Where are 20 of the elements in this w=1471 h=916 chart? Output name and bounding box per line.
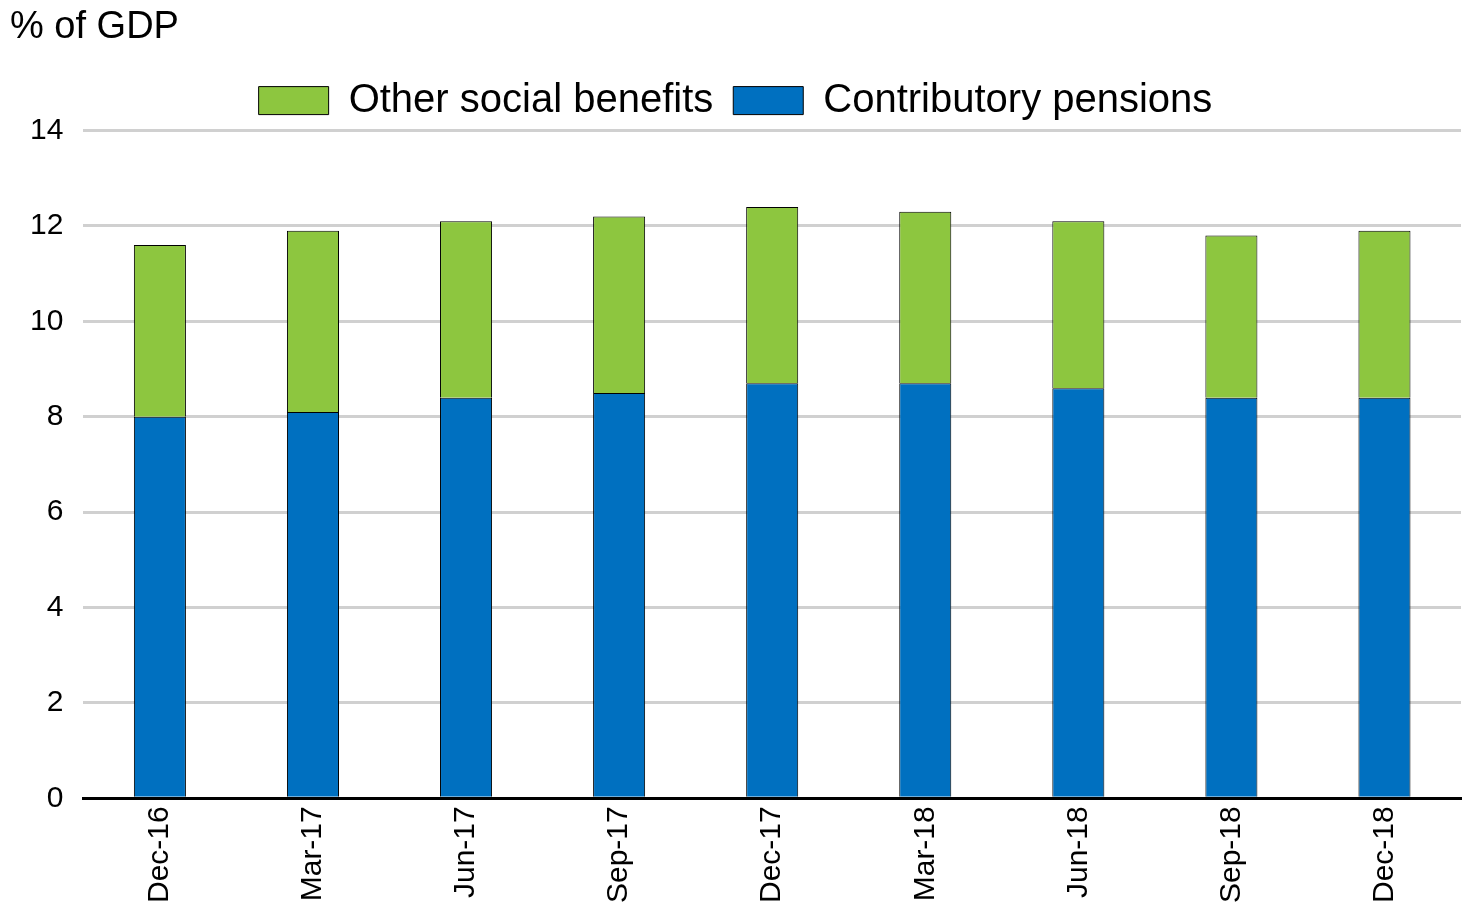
y-tick-label: 2 — [46, 684, 64, 718]
legend-label: Other social benefits — [348, 75, 714, 120]
x-tick-label: Sep-18 — [1212, 806, 1246, 904]
y-tick-label: 8 — [46, 398, 64, 432]
x-tick-label: Dec-17 — [753, 806, 787, 903]
x-tick-label: Dec-16 — [141, 806, 175, 903]
x-tick-label: Jun-18 — [1059, 806, 1093, 898]
y-tick-label: 0 — [46, 779, 64, 813]
y-tick-label: 12 — [29, 207, 64, 241]
legend-label: Contributory pensions — [823, 75, 1213, 120]
y-axis-title: % of GDP — [10, 4, 179, 47]
x-tick-label: Sep-17 — [600, 806, 634, 904]
x-tick-label: Mar-18 — [906, 806, 940, 902]
y-tick-label: 6 — [46, 493, 64, 527]
y-tick-label: 14 — [29, 111, 64, 145]
x-tick-label: Mar-17 — [294, 806, 328, 902]
y-tick-label: 10 — [29, 302, 64, 336]
x-tick-label: Dec-18 — [1365, 806, 1399, 903]
y-tick-label: 4 — [46, 588, 64, 622]
x-tick-label: Jun-17 — [447, 806, 481, 898]
